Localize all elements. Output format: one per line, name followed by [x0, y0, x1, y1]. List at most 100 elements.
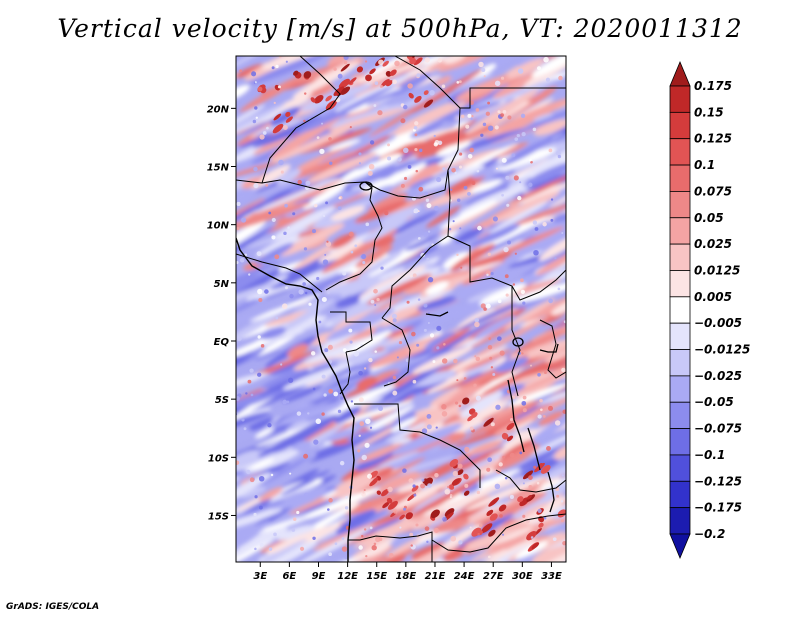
field-speckle	[520, 289, 526, 295]
field-streak	[295, 498, 341, 516]
field-streak	[377, 165, 398, 179]
field-cell	[411, 485, 419, 492]
colorbar-label: −0.0125	[694, 343, 750, 357]
field-speckle	[334, 542, 338, 546]
colorbar-label: 0.0125	[694, 263, 740, 277]
field-speckle	[344, 555, 348, 560]
field-streak	[254, 349, 282, 361]
field-streak	[523, 290, 566, 322]
field-speckle	[318, 320, 322, 324]
field-cell	[538, 522, 544, 528]
field-speckle	[447, 485, 450, 489]
colorbar-label: −0.175	[694, 501, 742, 515]
field-speckle	[349, 126, 352, 129]
field-cell	[382, 60, 389, 67]
field-streak	[331, 427, 371, 445]
field-streak	[502, 278, 562, 298]
field-cell	[414, 95, 422, 103]
field-speckle	[328, 388, 334, 394]
field-cell	[406, 56, 413, 60]
field-speckle	[483, 75, 486, 78]
field-streak	[424, 405, 460, 426]
colorbar-label: 0.15	[694, 105, 724, 119]
field-streak	[426, 268, 455, 280]
field-speckle	[367, 170, 373, 176]
field-speckle	[540, 408, 543, 412]
field-speckle	[257, 335, 261, 339]
field-streak	[469, 224, 521, 247]
field-speckle	[321, 412, 325, 416]
field-speckle	[560, 519, 564, 523]
field-streak	[470, 179, 503, 194]
colorbar-top-arrow	[669, 60, 691, 87]
field-speckle	[376, 297, 380, 302]
field-cell	[451, 478, 461, 486]
field-speckle	[467, 113, 472, 118]
field-speckle	[482, 122, 487, 127]
field-speckle	[561, 231, 564, 234]
field-streak	[377, 267, 406, 281]
field-speckle	[255, 116, 258, 119]
field-speckle	[460, 266, 463, 269]
field-speckle	[285, 60, 288, 63]
field-speckle	[454, 171, 457, 174]
field-streak	[381, 280, 461, 327]
field-speckle	[323, 393, 327, 397]
field-streak	[535, 250, 566, 276]
colorbar-bin	[669, 480, 691, 509]
field-speckle	[509, 452, 515, 458]
field-speckle	[236, 260, 239, 265]
field-speckle	[500, 76, 505, 80]
field-cell	[501, 432, 509, 440]
colorbar-bin	[669, 349, 691, 377]
colorbar-label: 0.125	[694, 132, 732, 146]
field-streak	[461, 453, 504, 475]
field-speckle	[529, 158, 532, 162]
field-speckle	[489, 356, 493, 360]
field-speckle	[403, 507, 407, 511]
field-streak	[236, 295, 265, 315]
field-speckle	[456, 253, 459, 257]
field-speckle	[532, 220, 538, 225]
field-streak	[499, 439, 535, 461]
field-speckle	[474, 317, 480, 323]
field-streak	[441, 468, 521, 505]
field-speckle	[539, 398, 543, 403]
field-streak	[255, 427, 274, 439]
field-speckle	[274, 254, 280, 260]
field-speckle	[368, 357, 373, 363]
field-speckle	[369, 140, 375, 145]
field-speckle	[501, 533, 505, 536]
field-speckle	[324, 348, 329, 353]
lon-tick-label: 33E	[541, 571, 562, 582]
field-streak	[391, 423, 463, 456]
field-streak	[426, 205, 461, 228]
field-speckle	[367, 502, 372, 506]
field-streak	[411, 542, 449, 560]
field-streak	[531, 415, 566, 442]
field-speckle	[289, 472, 292, 475]
field-streak	[472, 366, 524, 397]
field-speckle	[239, 257, 245, 263]
field-cell	[423, 99, 434, 108]
field-speckle	[490, 366, 494, 369]
field-speckle	[345, 496, 348, 499]
field-streak	[492, 191, 560, 223]
field-streak	[354, 327, 376, 342]
field-speckle	[486, 467, 491, 472]
field-streak	[469, 63, 496, 81]
field-speckle	[249, 477, 255, 483]
field-streak	[308, 331, 336, 346]
field-speckle	[250, 393, 254, 397]
field-speckle	[399, 526, 402, 529]
field-speckle	[563, 320, 566, 324]
field-speckle	[363, 528, 367, 531]
field-cell	[486, 509, 494, 516]
field-speckle	[490, 271, 494, 276]
field-speckle	[245, 392, 248, 395]
field-cell	[285, 116, 293, 123]
field-streak	[488, 201, 548, 234]
field-cell	[498, 504, 507, 512]
field-cell	[526, 531, 537, 541]
field-speckle	[267, 423, 272, 428]
